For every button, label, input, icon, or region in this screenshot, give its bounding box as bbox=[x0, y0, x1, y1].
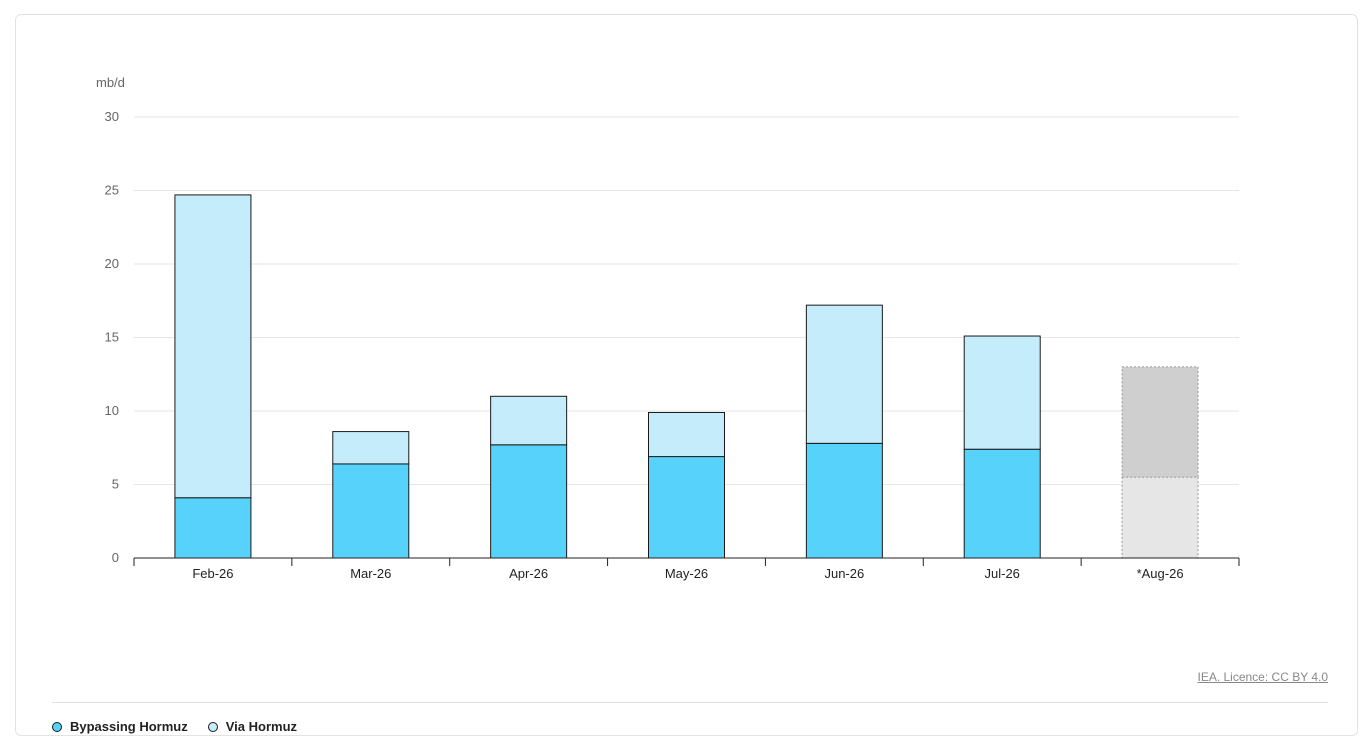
legend-item-via-hormuz[interactable]: Via Hormuz bbox=[207, 719, 298, 734]
legend-label: Via Hormuz bbox=[225, 719, 298, 734]
bar-via-hormuz-may-26 bbox=[648, 411, 725, 458]
bar-bypassing-hormuz-mar-26 bbox=[332, 463, 410, 559]
bar-via-hormuz-apr-26 bbox=[490, 395, 568, 446]
y-tick-label: 15 bbox=[105, 330, 119, 345]
x-tick-label: Apr-26 bbox=[509, 566, 548, 581]
bar-via-hormuz-jul-26 bbox=[963, 335, 1041, 450]
legend-divider bbox=[52, 702, 1328, 703]
x-tick-label: Jun-26 bbox=[824, 566, 864, 581]
y-tick-label: 0 bbox=[112, 550, 119, 565]
legend-item-bypassing-hormuz[interactable]: Bypassing Hormuz bbox=[52, 719, 188, 734]
bar-bypassing-hormuz-jul-26 bbox=[963, 448, 1041, 559]
gridlines bbox=[134, 116, 1239, 485]
x-tick-label: *Aug-26 bbox=[1137, 566, 1184, 581]
bar-bypassing-hormuz-feb-26 bbox=[174, 497, 252, 559]
legend-swatch-via-hormuz bbox=[207, 721, 218, 732]
bar-via-hormuz-mar-26 bbox=[332, 431, 410, 465]
bar-bypassing-hormuz-may-26 bbox=[648, 456, 725, 559]
legend-label: Bypassing Hormuz bbox=[70, 719, 188, 734]
bar-bypassing-hormuz--aug-26 bbox=[1121, 476, 1199, 559]
bar-via-hormuz-feb-26 bbox=[174, 194, 252, 499]
bar-via-hormuz--aug-26 bbox=[1121, 366, 1199, 478]
legend-swatch-bypassing-hormuz bbox=[52, 721, 62, 732]
x-tick-label: Jul-26 bbox=[985, 566, 1020, 581]
y-tick-label: 10 bbox=[105, 403, 119, 418]
y-axis-ticks: 0 5 10 15 20 25 30 bbox=[105, 109, 119, 565]
licence-link[interactable]: IEA. Licence: CC BY 4.0 bbox=[1197, 670, 1328, 684]
y-tick-label: 25 bbox=[105, 183, 119, 198]
bar-via-hormuz-jun-26 bbox=[805, 304, 883, 444]
y-tick-label: 5 bbox=[112, 477, 119, 492]
bars bbox=[174, 194, 1199, 559]
y-tick-label: 30 bbox=[105, 109, 119, 124]
legend: Bypassing Hormuz Via Hormuz bbox=[52, 719, 297, 734]
y-axis-label: mb/d bbox=[96, 75, 125, 90]
x-tick-label: Mar-26 bbox=[350, 566, 391, 581]
bar-bypassing-hormuz-apr-26 bbox=[490, 444, 568, 559]
y-tick-label: 20 bbox=[105, 256, 119, 271]
x-tick-label: Feb-26 bbox=[192, 566, 233, 581]
stacked-bar-chart: mb/d 0 5 10 15 20 25 30 Feb-26 Mar-26 Apr-26 May-… bbox=[96, 75, 1240, 581]
chart-card: mb/d 0 5 10 15 20 25 30 Feb-26 Mar-26 Apr-26 May-… bbox=[15, 14, 1358, 736]
x-axis: Feb-26 Mar-26 Apr-26 May-26 Jun-26 Jul-26 *Aug… bbox=[133, 557, 1240, 581]
x-tick-label: May-26 bbox=[665, 566, 708, 581]
bar-bypassing-hormuz-jun-26 bbox=[805, 442, 883, 559]
